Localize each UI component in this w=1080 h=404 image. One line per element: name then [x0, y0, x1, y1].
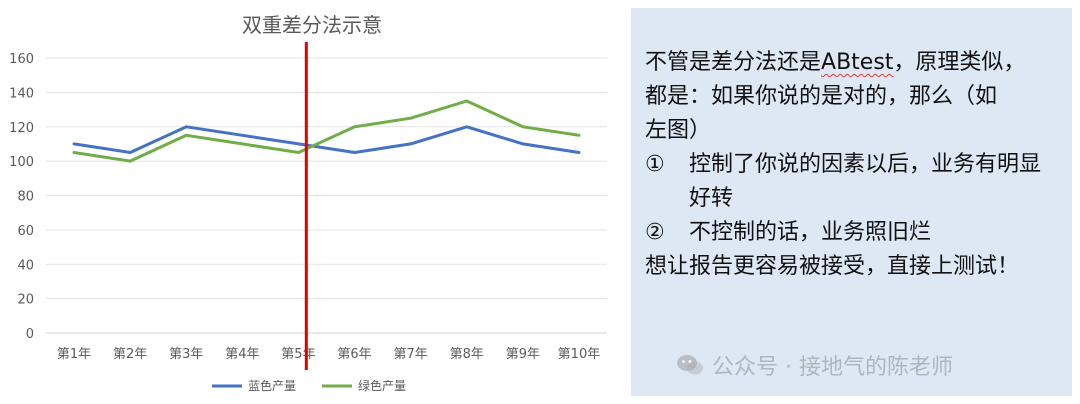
bullet-1-mark: ①	[645, 152, 665, 177]
x-tick-label: 第6年	[337, 347, 371, 362]
legend-label: 蓝色产量	[248, 379, 296, 393]
y-axis-ticks: 0 20 40 60 80 100 120 140 160	[9, 52, 34, 342]
series-line-1	[72, 125, 581, 154]
bullet-1-text: 控制了你说的因素以后，业务有明显好转	[689, 152, 1042, 211]
x-tick-label: 第7年	[394, 347, 428, 362]
y-tick-label: 40	[17, 258, 34, 273]
bullet-2-mark: ②	[645, 220, 665, 245]
x-tick-label: 第1年	[57, 347, 91, 362]
series-lines	[72, 99, 581, 163]
x-tick-label: 第9年	[506, 347, 540, 362]
gridlines	[46, 57, 607, 334]
y-tick-label: 140	[9, 86, 34, 101]
panel-line-3: 左图）	[645, 118, 712, 143]
abtest-term: ABtest	[821, 50, 894, 75]
panel-line-last: 想让报告更容易被接受，直接上测试！	[645, 254, 1020, 279]
bullet-1: ① 控制了你说的因素以后，业务有明显好转	[645, 148, 1072, 216]
x-tick-label: 第3年	[169, 347, 203, 362]
y-tick-label: 120	[9, 121, 34, 136]
y-tick-label: 20	[17, 293, 34, 308]
legend: 蓝色产量 绿色产量	[212, 378, 406, 393]
y-tick-label: 80	[17, 190, 34, 205]
series-line-2	[72, 99, 581, 163]
x-tick-label: 第8年	[450, 347, 484, 362]
x-tick-label: 第10年	[558, 347, 601, 362]
y-tick-label: 160	[9, 52, 34, 67]
line-chart: 双重差分法示意 020406080100120140160 第1年 第2年 第3年第…	[9, 13, 607, 393]
bullet-2: ② 不控制的话，业务照旧烂	[645, 216, 1072, 250]
x-tick-label: 第4年	[225, 347, 259, 362]
panel-line-2: 都是：如果你说的是对的，那么（如	[645, 84, 998, 109]
panel-line-1-post: ，原理类似，	[893, 50, 1026, 75]
y-tick-label: 100	[9, 155, 34, 170]
watermark-text: 公众号 · 接地气的陈老师	[712, 355, 953, 380]
x-axis-ticks: 第1年 第2年 第3年 第4年 第5年 第6年 第7年 第8年 第9年 第10年	[57, 347, 600, 362]
watermark: 公众号 · 接地气的陈老师	[676, 349, 953, 381]
panel-line-1: 不管是差分法还是ABtest，原理类似，	[645, 46, 1072, 80]
chart-area: 双重差分法示意 0 20 40 60 80 100 120 140 160 第1年 第2年 第3年第…	[9, 13, 607, 393]
chart-title: 双重差分法示意	[242, 13, 382, 37]
panel-line-1-pre: 不管是差分法还是	[645, 50, 822, 75]
legend-label: 绿色产量	[358, 378, 406, 393]
x-tick-label: 第2年	[113, 347, 147, 362]
bullet-2-text: 不控制的话，业务照旧烂	[689, 220, 932, 245]
wechat-icon	[677, 355, 703, 375]
x-tick-label: 第5年	[281, 347, 315, 362]
y-tick-label: 60	[17, 224, 34, 239]
explanation-panel: 不管是差分法还是ABtest，原理类似， 都是：如果你说的是对的，那么（如 左图…	[631, 8, 1072, 396]
y-tick-label: 0	[26, 327, 34, 342]
